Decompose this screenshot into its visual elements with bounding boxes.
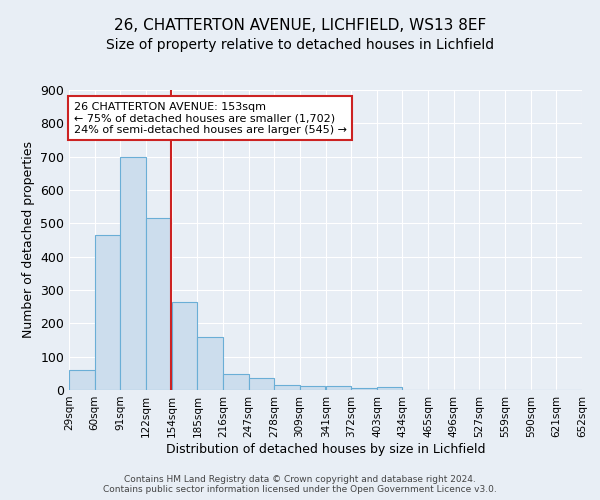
Bar (248, 378, 274, 390)
Bar (120, 156, 146, 390)
Bar (197, 336, 223, 390)
X-axis label: Distribution of detached houses by size in Lichfield: Distribution of detached houses by size … (166, 442, 485, 456)
Text: Size of property relative to detached houses in Lichfield: Size of property relative to detached ho… (106, 38, 494, 52)
Bar (69, 370, 95, 390)
Bar (172, 302, 197, 390)
Bar (326, 386, 352, 390)
Bar (377, 386, 403, 390)
Bar (299, 386, 325, 390)
Bar (146, 218, 171, 390)
Text: Contains HM Land Registry data © Crown copyright and database right 2024.
Contai: Contains HM Land Registry data © Crown c… (103, 474, 497, 494)
Bar (274, 385, 299, 390)
Bar (352, 388, 377, 390)
Bar (223, 374, 248, 390)
Y-axis label: Number of detached properties: Number of detached properties (22, 142, 35, 338)
Bar (95, 235, 120, 390)
Text: 26, CHATTERTON AVENUE, LICHFIELD, WS13 8EF: 26, CHATTERTON AVENUE, LICHFIELD, WS13 8… (114, 18, 486, 32)
Text: 26 CHATTERTON AVENUE: 153sqm
← 75% of detached houses are smaller (1,702)
24% of: 26 CHATTERTON AVENUE: 153sqm ← 75% of de… (74, 102, 347, 135)
